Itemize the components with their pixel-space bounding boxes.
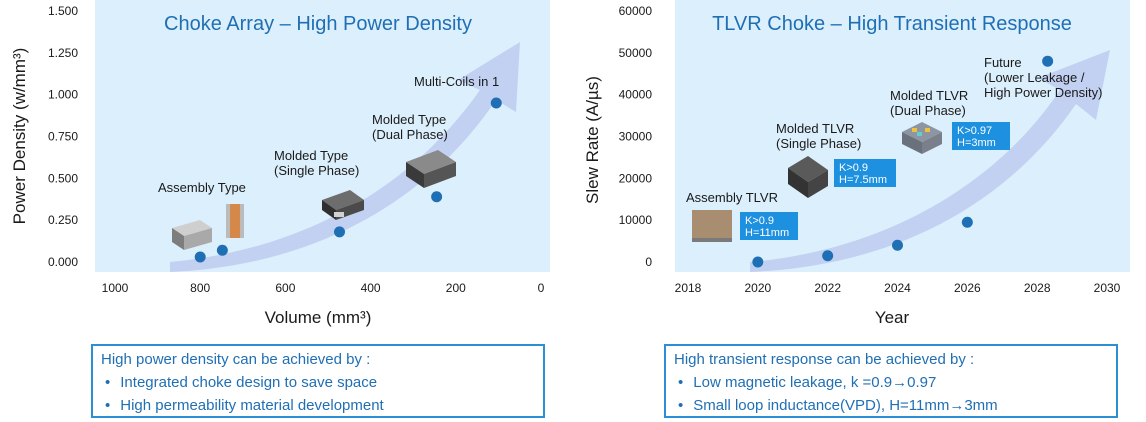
y-tick-label: 60000 — [619, 4, 653, 18]
trend-arrow — [170, 42, 520, 272]
x-tick-label: 2028 — [1024, 281, 1051, 295]
x-tick-label: 200 — [446, 281, 466, 295]
right-summary-heading: High transient response can be achieved … — [674, 351, 975, 368]
y-tick-label: 1.250 — [48, 46, 78, 60]
data-point — [822, 250, 834, 262]
x-tick-label: 2022 — [814, 281, 841, 295]
y-tick-label: 10000 — [619, 213, 653, 227]
spec-tag-line: H=11mm — [745, 227, 789, 239]
x-tick-label: 2024 — [884, 281, 911, 295]
right-summary-item: Low magnetic leakage, k =0.9→0.97 — [674, 371, 1108, 394]
y-tick-label: 50000 — [619, 46, 653, 60]
annotation-assembly-type: Assembly Type — [158, 180, 246, 195]
data-point — [216, 244, 228, 256]
annotation-molded-tlvr-single: Molded TLVR (Single Phase) — [776, 121, 861, 151]
y-axis-label: Power Density (w/mm³) — [10, 48, 29, 225]
annotations: Assembly Type Molded Type (Single Phase) … — [158, 74, 499, 195]
right-summary-box: High transient response can be achieved … — [664, 344, 1118, 418]
left-summary-heading: High power density can be achieved by : — [101, 351, 371, 368]
molded-tlvr-dual-image — [902, 122, 942, 154]
x-tick-label: 2030 — [1094, 281, 1121, 295]
data-point — [752, 256, 764, 268]
y-tick-label: 0.750 — [48, 130, 78, 144]
y-tick-label: 1.500 — [48, 4, 78, 18]
x-axis-ticks: 2018 2020 2022 2024 2026 2028 2030 — [675, 281, 1121, 295]
x-axis-label: Year — [875, 308, 910, 327]
annotations: Assembly TLVR Molded TLVR (Single Phase) … — [686, 55, 1103, 205]
spec-tag-line: K>0.9 — [839, 162, 868, 174]
spec-tag-line: K>0.97 — [957, 125, 992, 137]
y-tick-label: 0.500 — [48, 171, 78, 185]
x-tick-label: 2020 — [744, 281, 771, 295]
slew-rate-chart: TLVR Choke – High Transient Response 0 10… — [583, 0, 1130, 327]
x-tick-label: 0 — [538, 281, 545, 295]
spec-tag-assembly: K>0.9 H=11mm — [740, 212, 798, 240]
annotation-multi-coils: Multi-Coils in 1 — [414, 74, 499, 89]
assembly-tlvr-image — [692, 210, 732, 242]
left-summary-box: High power density can be achieved by : … — [91, 344, 545, 418]
left-summary-item: High permeability material development — [101, 394, 535, 417]
data-points — [752, 55, 1054, 268]
data-point — [892, 239, 903, 251]
x-tick-label: 400 — [361, 281, 381, 295]
data-point — [490, 97, 502, 109]
data-point — [961, 216, 973, 228]
y-tick-label: 40000 — [619, 88, 653, 102]
annotation-molded-single: Molded Type (Single Phase) — [274, 148, 359, 178]
y-tick-label: 20000 — [619, 171, 653, 185]
annotation-molded-tlvr-dual: Molded TLVR (Dual Phase) — [890, 88, 968, 118]
y-tick-label: 1.000 — [48, 88, 78, 102]
molded-tlvr-single-image — [788, 156, 828, 198]
right-summary-item: Small loop inductance(VPD), H=11mm→3mm — [674, 394, 1108, 417]
data-point — [194, 251, 206, 263]
annotation-future: Future (Lower Leakage / High Power Density… — [984, 55, 1103, 100]
annotation-molded-dual: Molded Type (Dual Phase) — [372, 112, 448, 142]
x-tick-label: 2018 — [675, 281, 702, 295]
y-axis-label: Slew Rate (A/µs) — [583, 76, 602, 204]
x-axis-ticks: 1000 800 600 400 200 0 — [102, 281, 545, 295]
x-tick-label: 2026 — [954, 281, 981, 295]
annotation-assembly-tlvr: Assembly TLVR — [686, 190, 778, 205]
y-axis-ticks: 0.000 0.250 0.500 0.750 1.000 1.250 1.500 — [48, 4, 78, 269]
data-points — [194, 97, 502, 263]
molded-dual-component-image — [406, 150, 456, 188]
y-tick-label: 30000 — [619, 130, 653, 144]
y-tick-label: 0.000 — [48, 255, 78, 269]
spec-tag-line: H=7.5mm — [839, 174, 887, 186]
x-tick-label: 600 — [275, 281, 295, 295]
data-point — [431, 191, 443, 203]
data-point — [1042, 55, 1054, 67]
spec-tag-dual: K>0.97 H=3mm — [952, 122, 1010, 150]
y-tick-label: 0.250 — [48, 213, 78, 227]
power-density-chart: Choke Array – High Power Density 0.0000.… — [10, 0, 550, 327]
molded-single-component-image — [322, 190, 364, 220]
spec-tag-single: K>0.9 H=7.5mm — [834, 159, 896, 187]
left-summary-item: Integrated choke design to save space — [101, 371, 535, 394]
assembly-component-image — [172, 204, 244, 250]
trend-arrow — [750, 50, 1110, 272]
data-point — [334, 226, 346, 238]
spec-tag-line: K>0.9 — [745, 215, 774, 227]
x-axis-label: Volume (mm³) — [265, 308, 372, 327]
x-tick-label: 1000 — [102, 281, 129, 295]
chart-title: Choke Array – High Power Density — [164, 13, 472, 35]
chart-title: TLVR Choke – High Transient Response — [712, 13, 1072, 35]
y-tick-label: 0 — [645, 255, 652, 269]
x-tick-label: 800 — [190, 281, 210, 295]
spec-tag-line: H=3mm — [957, 137, 996, 149]
y-axis-ticks: 0 10000 20000 30000 40000 50000 60000 — [619, 4, 653, 269]
